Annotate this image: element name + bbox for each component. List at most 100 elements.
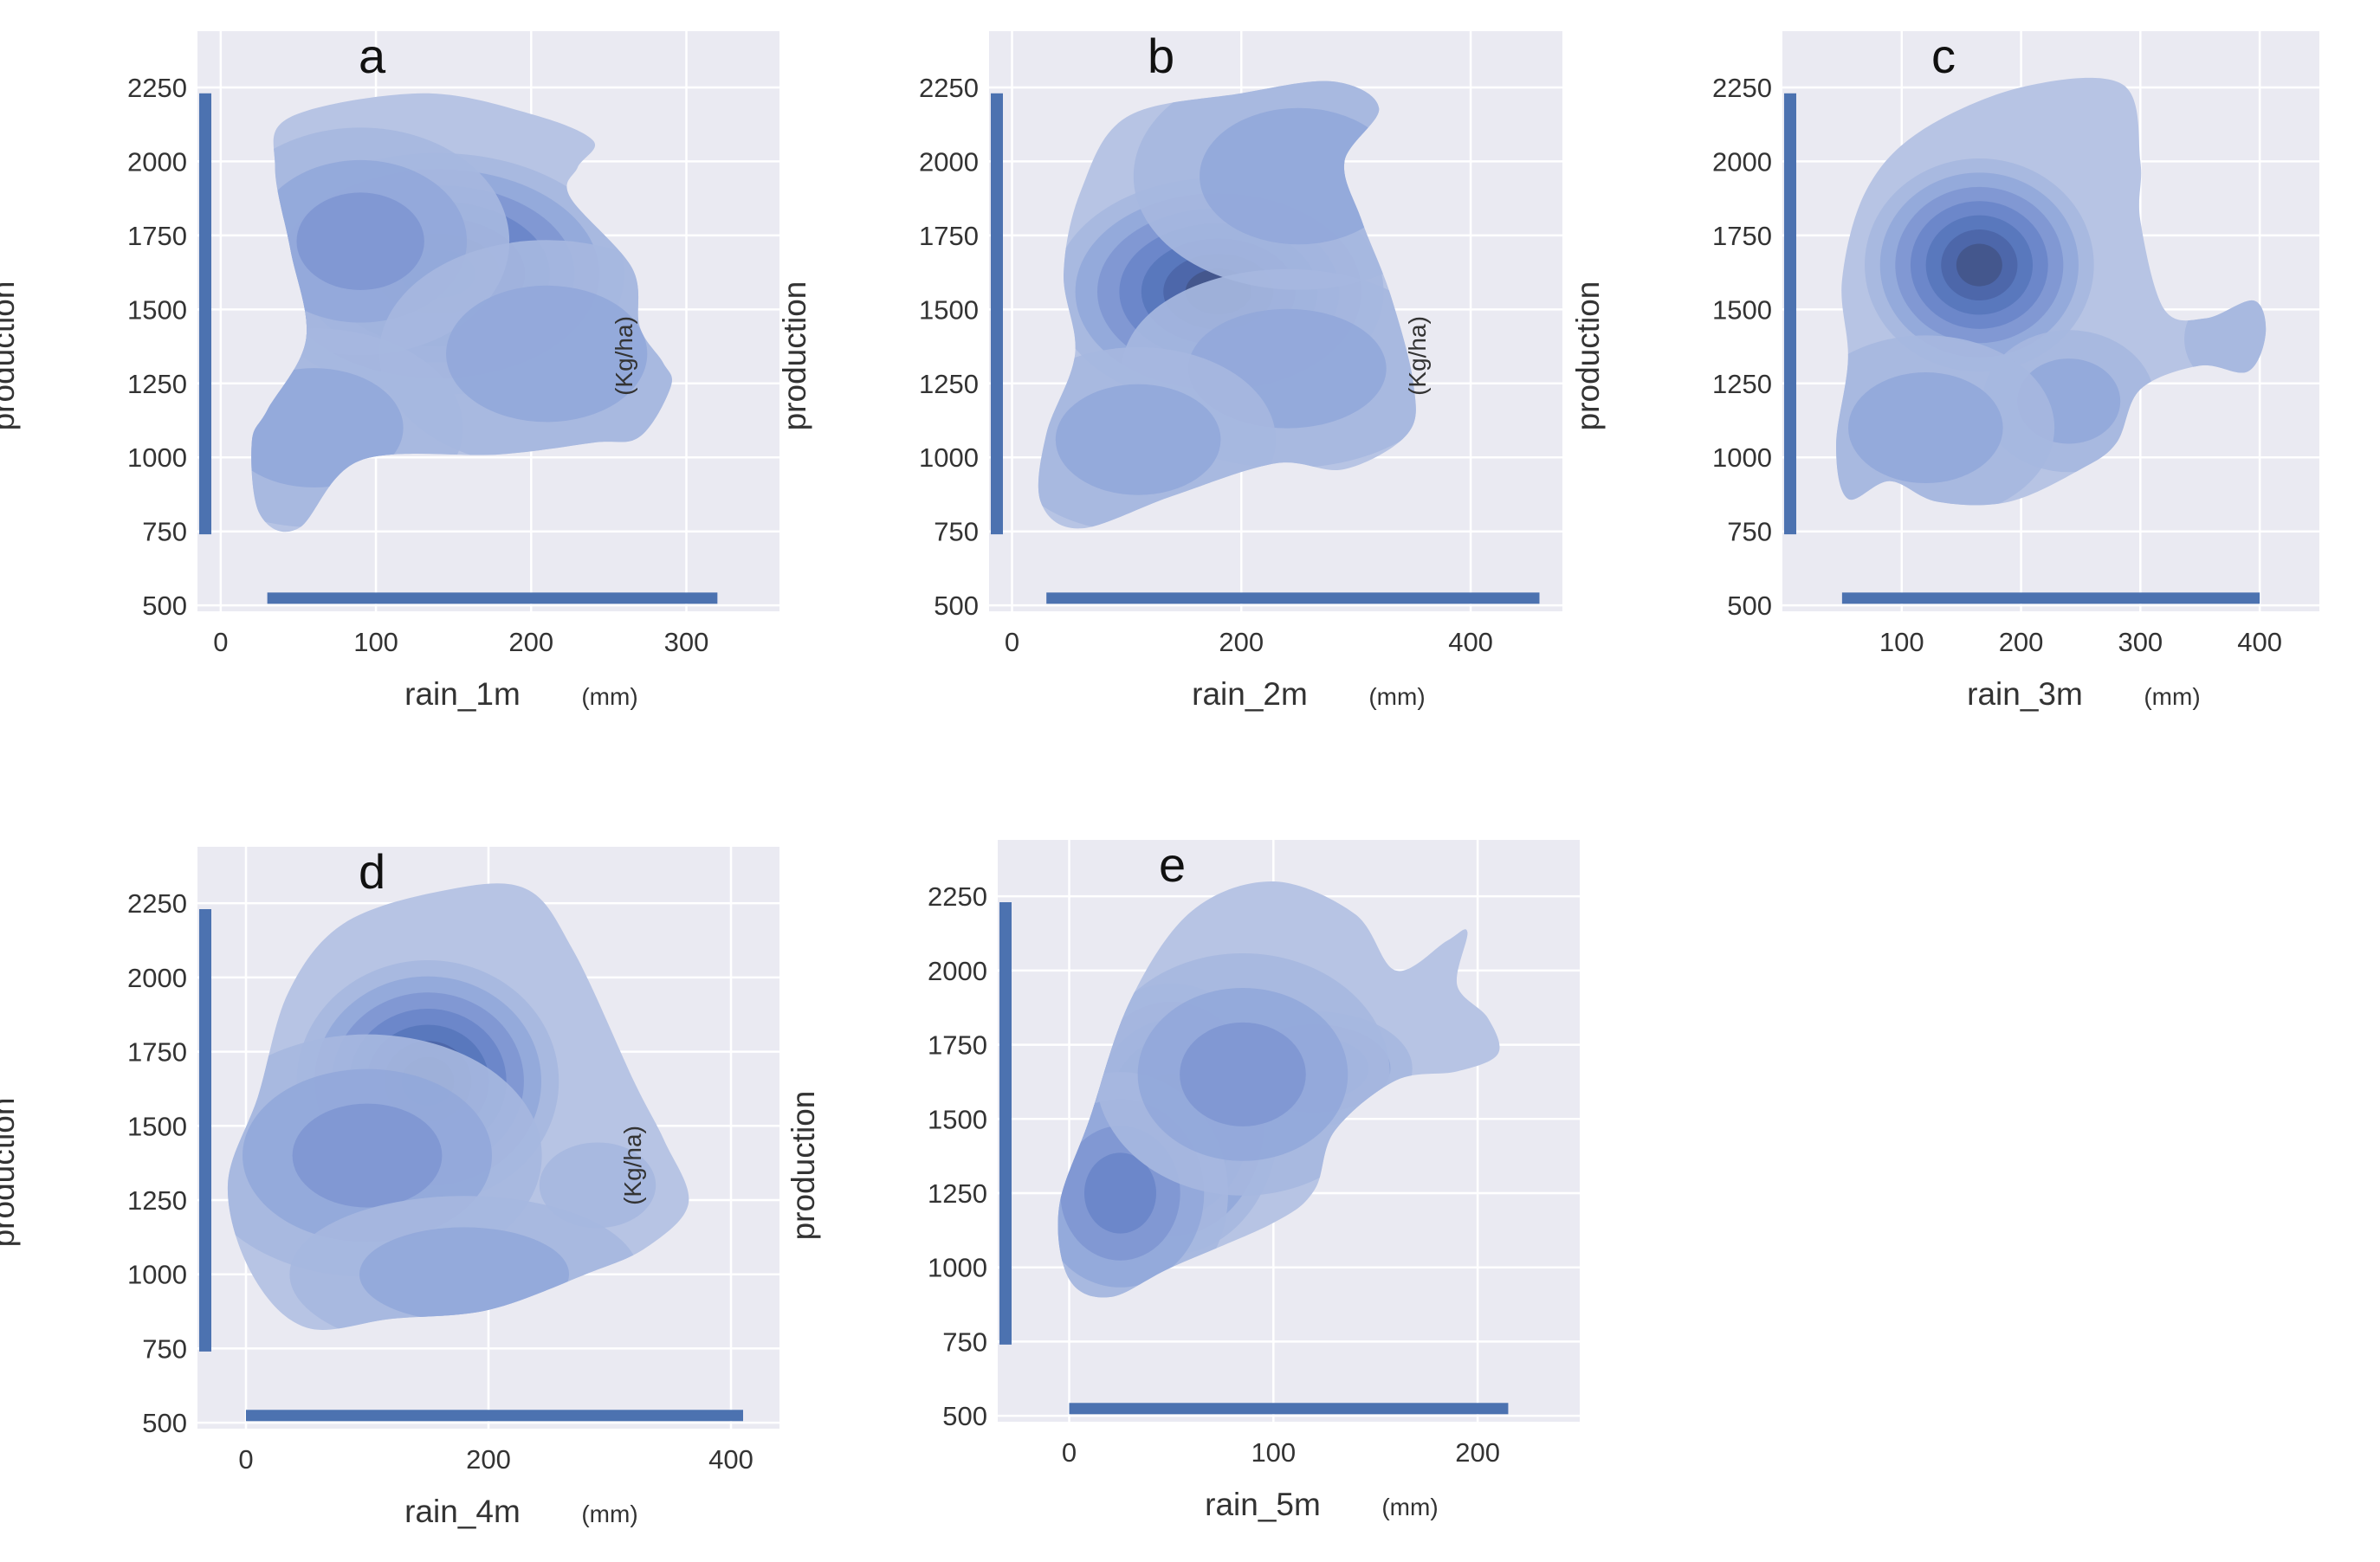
y-tick-label: 750 [934, 517, 979, 547]
y-rug [999, 902, 1012, 1345]
x-tick-label: 0 [213, 627, 228, 657]
y-tick-label: 1500 [919, 294, 979, 325]
y-tick-label: 500 [142, 1408, 187, 1438]
x-axis-label: rain_1m [404, 676, 521, 712]
x-tick-label: 400 [2237, 627, 2282, 657]
x-tick-label: 100 [1879, 627, 1924, 657]
density-peak-level [539, 1142, 656, 1229]
y-tick-label: 1250 [127, 369, 187, 399]
x-tick-label: 200 [1999, 627, 2044, 657]
x-axis-unit: (mm) [581, 1501, 637, 1527]
x-tick-label: 400 [708, 1444, 753, 1475]
y-tick-label: 1000 [127, 1260, 187, 1290]
panel-e: 0 100 200 500 750 1000 1250 1500 1750 2000 2250 rai… [619, 837, 1580, 1522]
y-tick-label: 750 [142, 517, 187, 547]
y-tick-label: 500 [1727, 591, 1772, 621]
y-tick-label: 750 [942, 1326, 987, 1357]
panel-b: 0 200 400 500 750 1000 1250 1500 1750 2000 2250 rai… [611, 29, 1562, 712]
x-axis-unit: (mm) [2144, 683, 2200, 710]
x-tick-label: 0 [238, 1444, 253, 1475]
y-tick-label: 1750 [127, 221, 187, 251]
density-peak-level [1956, 243, 2002, 287]
y-tick-label: 1250 [1712, 369, 1772, 399]
y-axis-unit: (Kg/ha) [1404, 316, 1431, 396]
y-tick-label: 1000 [919, 442, 979, 473]
y-tick-label: 500 [142, 591, 187, 621]
x-axis-label: rain_2m [1192, 676, 1308, 712]
panel-letter: c [1931, 29, 1956, 83]
x-tick-label: 300 [664, 627, 709, 657]
density-levels [1038, 81, 1416, 529]
y-tick-label: 1000 [1712, 442, 1772, 473]
y-tick-label: 750 [142, 1333, 187, 1364]
y-rug [199, 93, 211, 535]
y-tick-label: 1500 [928, 1104, 987, 1134]
y-tick-label: 1500 [127, 294, 187, 325]
density-levels [227, 959, 656, 1330]
y-axis-label: production [1570, 281, 1606, 431]
panel-letter: b [1148, 29, 1174, 83]
density-peak-level [292, 1103, 443, 1208]
density-peak-level [1180, 1022, 1306, 1126]
y-tick-label: 2250 [127, 73, 187, 103]
panel-c: 100 200 300 400 500 750 1000 1250 1500 1750 2000 22… [1404, 29, 2319, 712]
x-rug [1046, 592, 1540, 604]
x-axis-label: rain_4m [404, 1494, 521, 1529]
y-tick-label: 1000 [928, 1253, 987, 1283]
y-tick-label: 500 [934, 591, 979, 621]
y-tick-label: 2250 [127, 888, 187, 919]
y-tick-label: 1750 [127, 1037, 187, 1068]
y-tick-label: 750 [1727, 517, 1772, 547]
y-tick-label: 2000 [919, 146, 979, 177]
x-tick-label: 300 [2118, 627, 2163, 657]
x-axis-unit: (mm) [1368, 683, 1425, 710]
y-axis-label: production [0, 1098, 21, 1248]
y-tick-label: 2000 [928, 956, 987, 986]
x-rug [267, 592, 718, 604]
density-peak-level [446, 285, 648, 423]
y-tick-label: 1750 [928, 1030, 987, 1061]
x-axis-label: rain_3m [1967, 676, 2083, 712]
y-tick-label: 2250 [928, 881, 987, 912]
y-tick-label: 2250 [919, 73, 979, 103]
density-peak-level [1083, 1152, 1156, 1234]
x-axis-unit: (mm) [1381, 1494, 1438, 1520]
panel-letter: a [359, 29, 386, 83]
x-tick-label: 0 [1062, 1437, 1077, 1468]
y-rug [991, 93, 1003, 535]
x-axis-unit: (mm) [581, 683, 637, 710]
x-tick-label: 200 [508, 627, 553, 657]
x-tick-label: 400 [1448, 627, 1493, 657]
y-tick-label: 1250 [928, 1178, 987, 1209]
x-axis-label: rain_5m [1205, 1487, 1321, 1522]
x-tick-label: 0 [1005, 627, 1019, 657]
y-tick-label: 1500 [1712, 294, 1772, 325]
panel-letter: d [359, 844, 385, 899]
density-peak-level [1200, 107, 1398, 245]
x-tick-label: 200 [1219, 627, 1264, 657]
y-rug [1784, 93, 1796, 535]
y-tick-label: 1250 [919, 369, 979, 399]
y-tick-label: 2000 [1712, 146, 1772, 177]
y-axis-label: production [0, 281, 21, 431]
y-tick-label: 2000 [127, 146, 187, 177]
panel-letter: e [1159, 837, 1186, 892]
density-peak-level [1848, 372, 2003, 484]
density-levels [251, 127, 672, 527]
x-tick-label: 100 [353, 627, 398, 657]
y-tick-label: 1000 [127, 442, 187, 473]
y-tick-label: 1500 [127, 1111, 187, 1141]
x-rug [246, 1410, 743, 1422]
x-tick-label: 200 [466, 1444, 511, 1475]
y-axis-label: production [786, 1091, 821, 1241]
y-axis-unit: (Kg/ha) [611, 316, 637, 396]
panel-d: 0 200 400 500 750 1000 1250 1500 1750 2000 2250 rai… [0, 844, 779, 1529]
y-rug [199, 909, 211, 1352]
density-levels [1057, 952, 1413, 1298]
y-tick-label: 1750 [1712, 221, 1772, 251]
y-tick-label: 500 [942, 1401, 987, 1431]
y-tick-label: 1250 [127, 1185, 187, 1216]
density-levels [1836, 158, 2267, 506]
x-rug [1841, 592, 2260, 604]
